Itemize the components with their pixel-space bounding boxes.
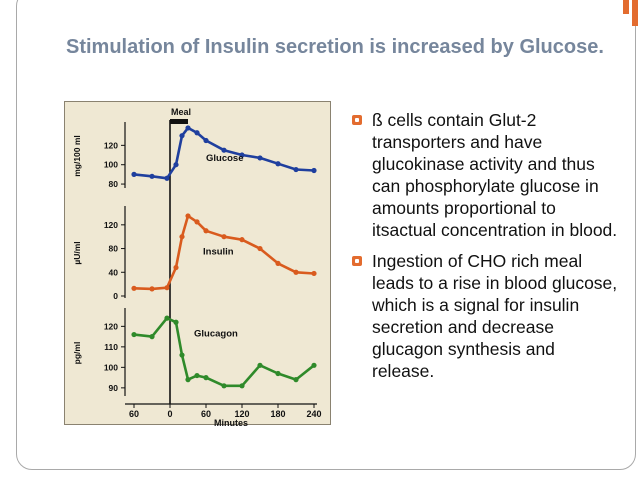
x-tick-label: 60 (129, 409, 139, 419)
insulin-point (275, 261, 280, 266)
insulin-point (149, 286, 154, 291)
glucose-point (293, 167, 298, 172)
bullet-list: ß cells contain Glut-2 transporters and … (350, 109, 620, 391)
insulin-point (203, 228, 208, 233)
glucose-point (173, 162, 178, 167)
insulin-point (164, 285, 169, 290)
bullet-item-1: ß cells contain Glut-2 transporters and … (350, 109, 620, 241)
meal-label: Meal (171, 107, 191, 117)
bullet-icon (352, 115, 362, 125)
glucagon-point (221, 383, 226, 388)
glucagon-point (311, 363, 316, 368)
glucagon-point (293, 377, 298, 382)
glucagon-series-label: Glucagon (194, 329, 238, 340)
glucagon-point (149, 334, 154, 339)
glucose-series-label: Glucose (206, 153, 244, 164)
glucose-point (164, 176, 169, 181)
insulin-point (179, 234, 184, 239)
glucagon-y-tick-label: 90 (109, 383, 119, 393)
hormone-chart: Meal 80 100 120 mg/100 ml Glucose 0 40 80 120 µU/m… (65, 102, 332, 426)
insulin-point (131, 286, 136, 291)
glucagon-y-label: pg/ml (72, 342, 82, 365)
x-tick-label: 240 (306, 409, 321, 419)
glucagon-point (185, 377, 190, 382)
glucose-point (131, 172, 136, 177)
insulin-point (257, 246, 262, 251)
x-tick-label: 180 (270, 409, 285, 419)
glucose-point (311, 168, 316, 173)
x-tick-label: 60 (201, 409, 211, 419)
insulin-point (239, 237, 244, 242)
glucose-point (194, 130, 199, 135)
insulin-point (194, 219, 199, 224)
glucagon-point (203, 375, 208, 380)
glucagon-y-tick-label: 110 (104, 342, 118, 352)
glucose-point (185, 125, 190, 130)
insulin-y-label: µU/ml (72, 241, 82, 264)
glucose-y-tick-label: 120 (104, 140, 118, 150)
x-tick-label: 0 (167, 409, 172, 419)
accent-bar-small (623, 0, 629, 14)
insulin-point (311, 271, 316, 276)
glucose-y-tick-label: 80 (109, 179, 119, 189)
glucose-y-label: mg/100 ml (72, 135, 82, 177)
insulin-point (173, 265, 178, 270)
glucose-point (149, 174, 154, 179)
slide-title: Stimulation of Insulin secretion is incr… (66, 33, 606, 61)
bullet-icon (352, 256, 362, 266)
glucagon-point (194, 373, 199, 378)
insulin-point (221, 234, 226, 239)
insulin-point (185, 213, 190, 218)
glucagon-point (275, 371, 280, 376)
glucose-point (275, 161, 280, 166)
insulin-y-tick-label: 40 (109, 267, 119, 277)
insulin-y-tick-label: 0 (113, 291, 118, 301)
insulin-series-label: Insulin (203, 246, 234, 257)
insulin-point (293, 270, 298, 275)
glucagon-point (164, 316, 169, 321)
glucose-point (179, 133, 184, 138)
glucagon-point (179, 352, 184, 357)
x-axis-label: Minutes (214, 418, 248, 426)
insulin-y-tick-label: 120 (104, 220, 118, 230)
glucagon-point (131, 332, 136, 337)
bullet-item-2: Ingestion of CHO rich meal leads to a ri… (350, 250, 620, 382)
glucagon-y-tick-label: 100 (104, 362, 118, 372)
glucagon-y-tick-label: 120 (104, 321, 118, 331)
hormone-chart-figure: Meal 80 100 120 mg/100 ml Glucose 0 40 80 120 µU/m… (64, 101, 331, 425)
accent-bar (632, 0, 638, 26)
glucose-y-tick-label: 100 (104, 160, 118, 170)
bullet-text-1: ß cells contain Glut-2 transporters and … (372, 110, 617, 240)
glucagon-point (257, 363, 262, 368)
bullet-text-2: Ingestion of CHO rich meal leads to a ri… (372, 251, 617, 381)
glucagon-point (239, 383, 244, 388)
glucose-point (257, 155, 262, 160)
meal-bar (170, 119, 188, 124)
glucagon-point (173, 320, 178, 325)
glucose-point (203, 138, 208, 143)
insulin-y-tick-label: 80 (109, 244, 119, 254)
